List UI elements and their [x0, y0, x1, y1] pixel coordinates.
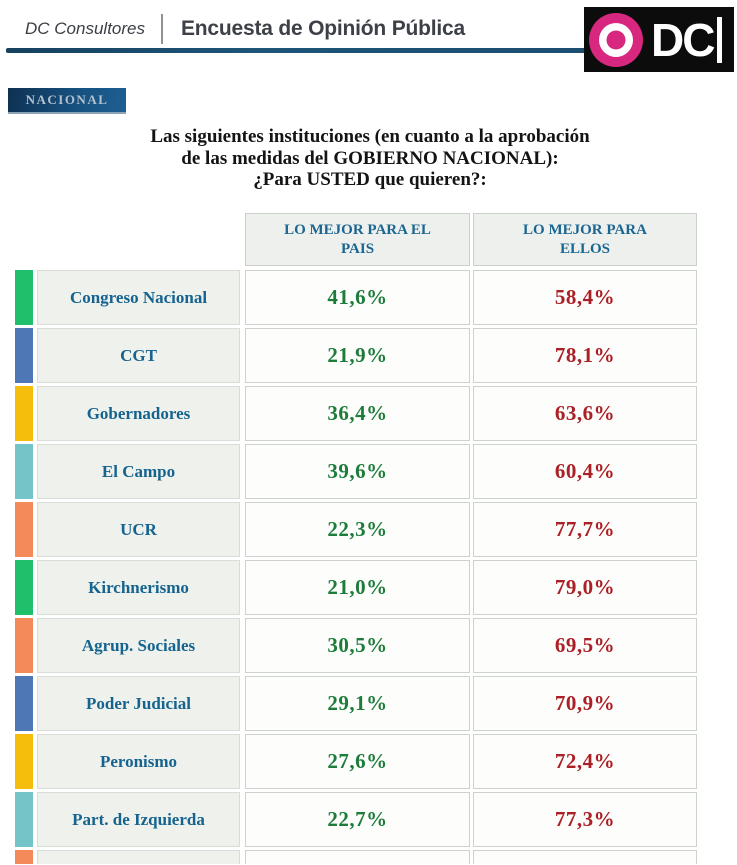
value-ellos: 63,6% [473, 386, 697, 441]
value-pais: 27,6% [245, 734, 470, 789]
value-pais: 29,1% [245, 676, 470, 731]
table-body: Congreso Nacional 41,6% 58,4% CGT 21,9% … [0, 270, 697, 864]
row-color-bar [15, 850, 33, 864]
value-ellos: 77,3% [473, 792, 697, 847]
table-row: El Campo 39,6% 60,4% [0, 444, 697, 499]
logo-cursor-bar [717, 16, 723, 63]
value-ellos: 78,1% [473, 328, 697, 383]
row-label: UCR [37, 502, 240, 557]
row-color-bar [15, 270, 33, 325]
value-pais: 30,5% [245, 618, 470, 673]
survey-title: Encuesta de Opinión Pública [181, 17, 465, 40]
value-ellos: 72,4% [473, 734, 697, 789]
table-row-partial [0, 850, 697, 864]
row-label: El Campo [37, 444, 240, 499]
nacional-badge: NACIONAL [8, 88, 126, 114]
table-row: Peronismo 27,6% 72,4% [0, 734, 697, 789]
header-divider [161, 14, 163, 44]
brand-name: DC Consultores [25, 19, 145, 38]
question-title: Las siguientes instituciones (en cuanto … [40, 126, 700, 191]
value-pais: 21,9% [245, 328, 470, 383]
question-line-1: Las siguientes instituciones (en cuanto … [150, 126, 590, 147]
value-pais: 41,6% [245, 270, 470, 325]
dc-logo: DC [584, 7, 734, 72]
logo-o-icon [589, 12, 643, 67]
value-ellos: 60,4% [473, 444, 697, 499]
row-color-bar [15, 444, 33, 499]
table-row: Gobernadores 36,4% 63,6% [0, 386, 697, 441]
row-color-bar [15, 328, 33, 383]
value-ellos: 77,7% [473, 502, 697, 557]
row-label: Gobernadores [37, 386, 240, 441]
row-color-bar [15, 734, 33, 789]
row-label: Peronismo [37, 734, 240, 789]
column-header-pais: LO MEJOR PARA EL PAIS [245, 213, 470, 266]
row-color-bar [15, 618, 33, 673]
value-pais: 36,4% [245, 386, 470, 441]
table-row: CGT 21,9% 78,1% [0, 328, 697, 383]
row-label: Part. de Izquierda [37, 792, 240, 847]
question-line-3: ¿Para USTED que quieren?: [253, 169, 487, 190]
value-pais: 22,7% [245, 792, 470, 847]
question-line-2: de las medidas del GOBIERNO NACIONAL): [181, 147, 559, 169]
logo-o-core [606, 30, 626, 49]
table-row: Part. de Izquierda 22,7% 77,3% [0, 792, 697, 847]
row-label: Kirchnerismo [37, 560, 240, 615]
value-pais: 39,6% [245, 444, 470, 499]
table-row: Agrup. Sociales 30,5% 69,5% [0, 618, 697, 673]
logo-dc-text: DC [651, 13, 715, 66]
value-ellos: 70,9% [473, 676, 697, 731]
value-ellos [473, 850, 697, 864]
row-color-bar [15, 560, 33, 615]
top-header: DC Consultores Encuesta de Opinión Públi… [25, 14, 465, 44]
row-color-bar [15, 502, 33, 557]
table-header-row: LO MEJOR PARA EL PAIS LO MEJOR PARA ELLO… [245, 213, 697, 266]
table-row: Poder Judicial 29,1% 70,9% [0, 676, 697, 731]
value-ellos: 58,4% [473, 270, 697, 325]
row-color-bar [15, 792, 33, 847]
table-row: Congreso Nacional 41,6% 58,4% [0, 270, 697, 325]
column-header-ellos: LO MEJOR PARA ELLOS [473, 213, 697, 266]
row-label: Poder Judicial [37, 676, 240, 731]
value-pais: 22,3% [245, 502, 470, 557]
table-row: UCR 22,3% 77,7% [0, 502, 697, 557]
row-label: CGT [37, 328, 240, 383]
value-ellos: 79,0% [473, 560, 697, 615]
row-label: Agrup. Sociales [37, 618, 240, 673]
header-rule [6, 48, 620, 53]
value-ellos: 69,5% [473, 618, 697, 673]
row-label: Congreso Nacional [37, 270, 240, 325]
row-label [37, 850, 240, 864]
row-color-bar [15, 386, 33, 441]
row-color-bar [15, 676, 33, 731]
table-row: Kirchnerismo 21,0% 79,0% [0, 560, 697, 615]
value-pais [245, 850, 470, 864]
value-pais: 21,0% [245, 560, 470, 615]
